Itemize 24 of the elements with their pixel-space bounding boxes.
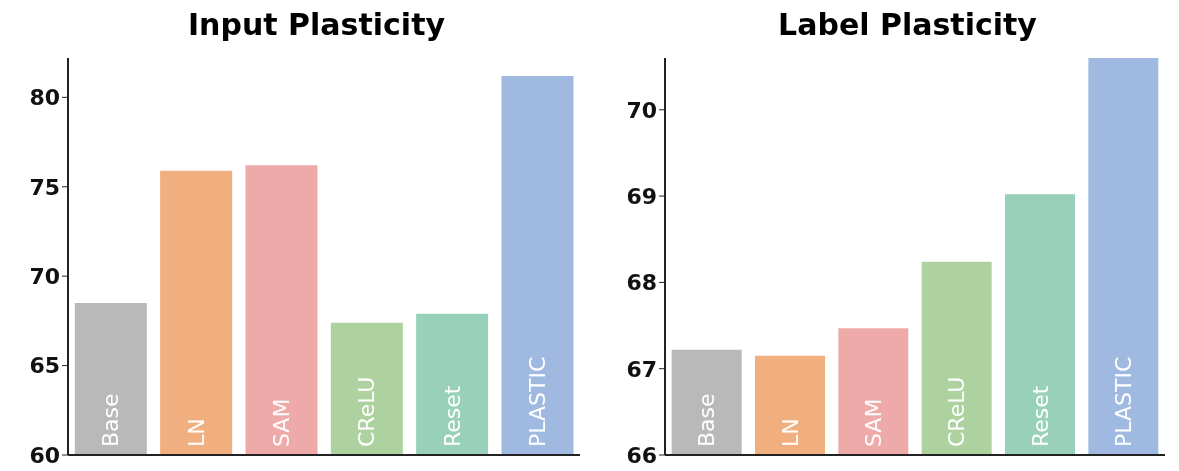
y-tick-label: 70 <box>29 263 60 289</box>
category-label: Reset <box>1027 385 1053 447</box>
category-label: PLASTIC <box>1110 356 1136 447</box>
category-label: SAM <box>268 398 294 447</box>
category-label: SAM <box>860 398 886 447</box>
y-tick-label: 60 <box>29 442 60 468</box>
category-label: Base <box>694 393 720 447</box>
y-tick-label: 75 <box>29 174 60 200</box>
category-label: Base <box>98 393 124 447</box>
chart-title: Input Plasticity <box>186 6 447 44</box>
category-label: CReLU <box>944 376 970 447</box>
y-tick-label: 68 <box>626 270 657 296</box>
y-tick-label: 67 <box>626 356 657 382</box>
y-tick-label: 65 <box>29 353 60 379</box>
y-tick-label: 70 <box>626 97 657 123</box>
y-tick-label: 66 <box>626 442 657 468</box>
category-label: LN <box>777 418 803 447</box>
category-label: CReLU <box>354 376 380 447</box>
category-label: Reset <box>439 385 465 447</box>
category-label: LN <box>183 418 209 447</box>
y-tick-label: 80 <box>29 85 60 111</box>
chart-title: Label Plasticity <box>777 6 1038 44</box>
category-label: PLASTIC <box>524 356 550 447</box>
y-tick-label: 69 <box>626 183 657 209</box>
